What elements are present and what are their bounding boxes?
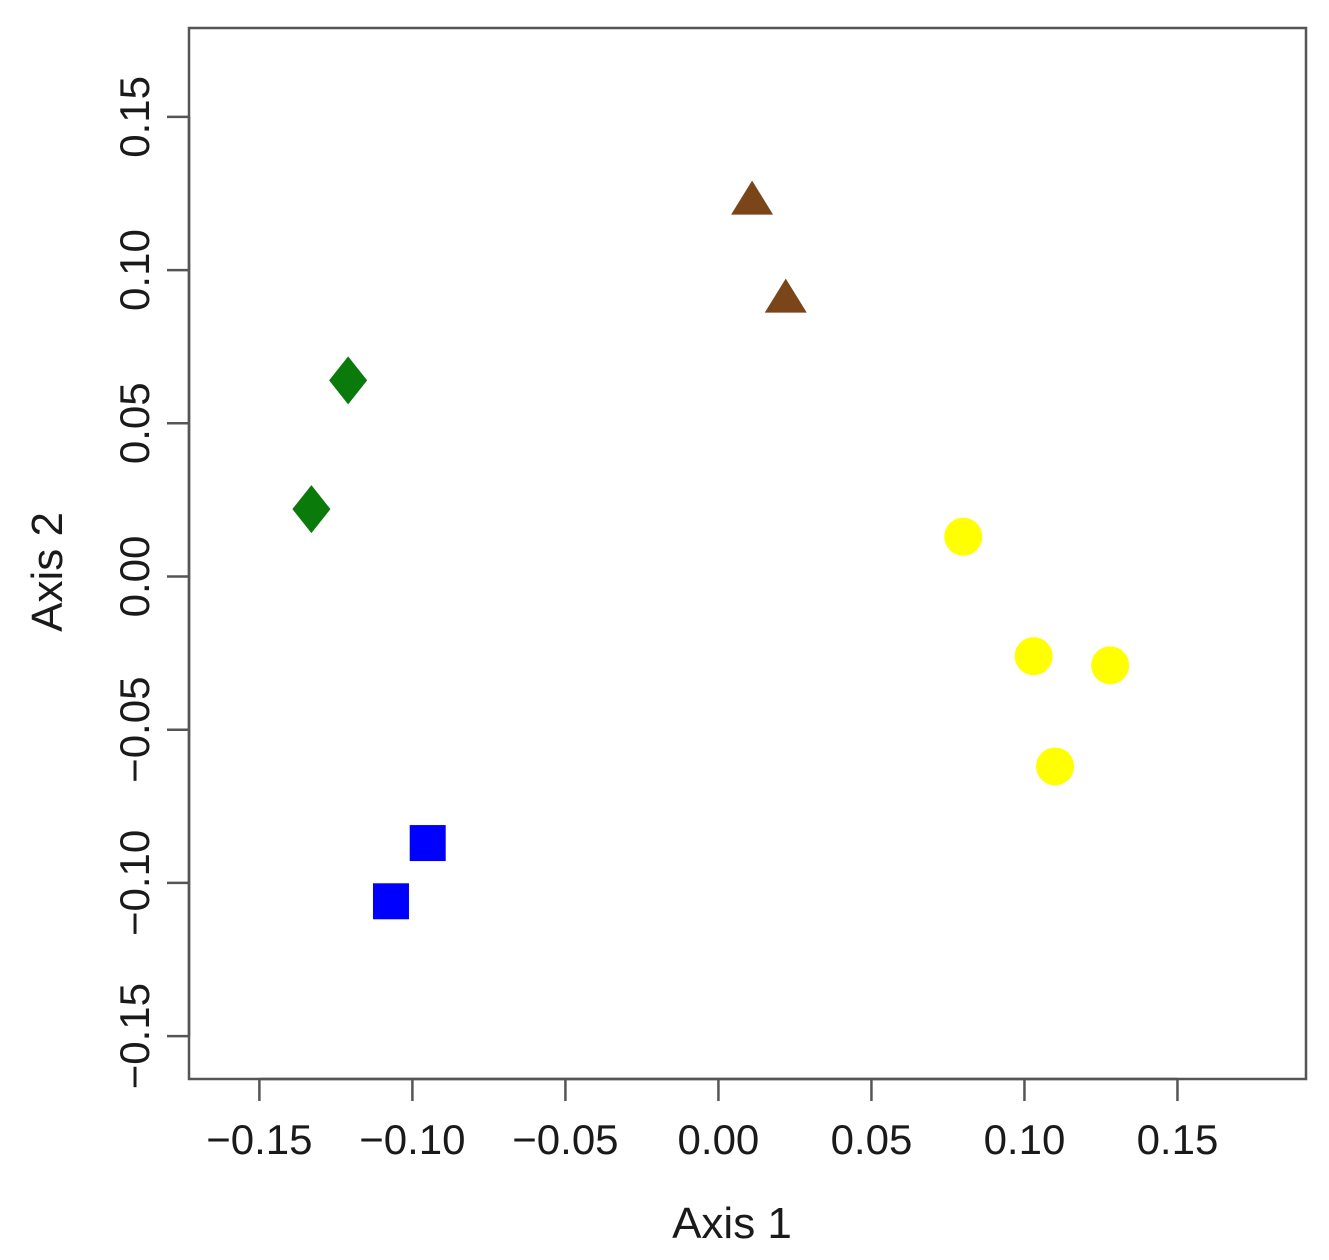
plot-frame [187, 26, 1308, 1081]
x-tick-label: −0.10 [359, 1116, 465, 1163]
square-point [372, 883, 409, 920]
circle-point [1014, 637, 1053, 676]
circle-point [1091, 646, 1130, 685]
triangle-point [764, 278, 807, 313]
y-tick-label: 0.00 [111, 536, 158, 618]
y-tick-label: −0.10 [111, 830, 158, 936]
y-tick-label: −0.15 [111, 983, 158, 1089]
diamond-point [292, 485, 331, 534]
x-tick-label: 0.00 [678, 1116, 760, 1163]
y-tick-label: 0.15 [111, 76, 158, 158]
x-tick-label: 0.15 [1137, 1116, 1219, 1163]
circle-point [944, 517, 983, 556]
diamond-point [329, 356, 368, 405]
data-points [292, 180, 1130, 920]
circle-point [1036, 747, 1075, 786]
y-axis-label: Axis 2 [23, 512, 72, 632]
square-point [409, 825, 446, 862]
x-tick-label: −0.15 [206, 1116, 312, 1163]
x-axis-label: Axis 1 [672, 1199, 792, 1248]
x-tick-label: 0.10 [984, 1116, 1066, 1163]
x-tick-label: 0.05 [831, 1116, 913, 1163]
y-tick-label: −0.05 [111, 677, 158, 783]
y-axis: −0.15 −0.10 −0.05 0.00 0.05 0.10 0.15 [111, 76, 191, 1089]
triangle-point [731, 180, 774, 215]
x-tick-label: −0.05 [512, 1116, 618, 1163]
y-tick-label: 0.05 [111, 382, 158, 464]
x-axis: −0.15 −0.10 −0.05 0.00 0.05 0.10 0.15 [206, 1077, 1219, 1163]
y-tick-label: 0.10 [111, 229, 158, 311]
